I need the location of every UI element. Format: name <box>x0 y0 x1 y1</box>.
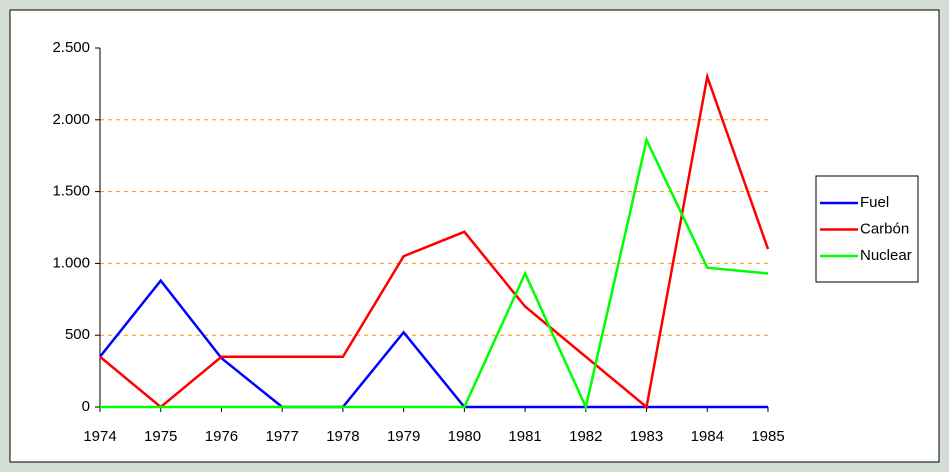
x-tick-label: 1979 <box>387 428 420 445</box>
y-tick-label: 1.500 <box>52 183 90 200</box>
x-tick-label: 1976 <box>205 428 238 445</box>
x-tick-label: 1974 <box>83 428 116 445</box>
x-tick-label: 1983 <box>630 428 663 445</box>
x-tick-label: 1975 <box>144 428 177 445</box>
y-tick-label: 500 <box>65 326 90 343</box>
chart-panel <box>9 9 940 463</box>
series-line <box>100 136 769 411</box>
legend-label: Nuclear <box>860 247 912 264</box>
y-tick-label: 1.000 <box>52 254 90 271</box>
x-tick-label: 1977 <box>265 428 298 445</box>
x-tick-label: 1978 <box>326 428 359 445</box>
y-tick-label: 2.000 <box>52 111 90 128</box>
x-tick-label: 1984 <box>691 428 724 445</box>
x-tick-label: 1980 <box>448 428 481 445</box>
legend-label: Carbón <box>860 220 909 237</box>
x-tick-label: 1982 <box>569 428 602 445</box>
y-tick-label: 2.500 <box>52 39 90 56</box>
x-tick-label: 1985 <box>751 428 784 445</box>
x-tick-label: 1981 <box>508 428 541 445</box>
y-tick-label: 0 <box>82 398 90 415</box>
series-line <box>99 71 770 410</box>
series-line <box>99 278 768 409</box>
legend-label: Fuel <box>860 194 889 211</box>
